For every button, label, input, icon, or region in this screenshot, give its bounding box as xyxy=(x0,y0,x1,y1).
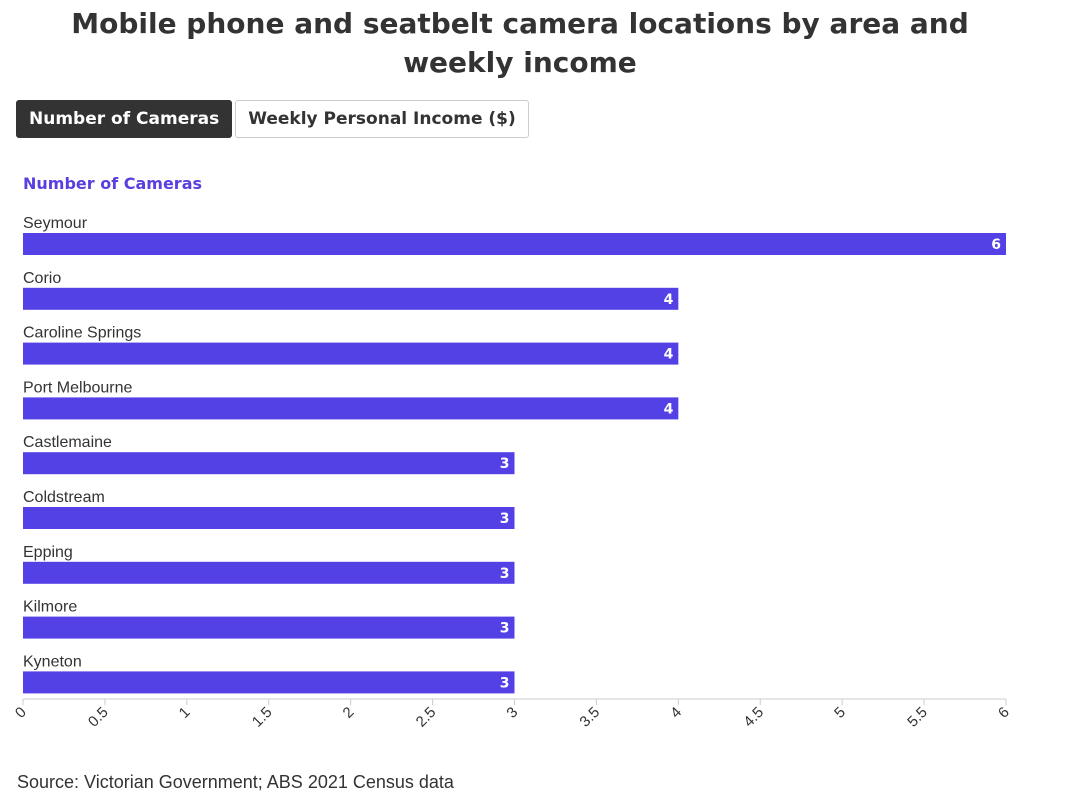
data-label: 4 xyxy=(664,347,674,363)
data-label: 6 xyxy=(991,237,1001,253)
category-label: Castlemaine xyxy=(23,434,112,451)
x-tick-label: 2.5 xyxy=(413,704,440,731)
category-label: Epping xyxy=(23,544,73,561)
bar xyxy=(23,287,679,310)
x-tick-label: 2 xyxy=(340,704,358,722)
bar xyxy=(23,616,515,639)
x-tick-label: 5.5 xyxy=(904,704,931,731)
category-label: Port Melbourne xyxy=(23,379,132,396)
category-label: Kilmore xyxy=(23,599,77,616)
view-tabs: Number of Cameras Weekly Personal Income… xyxy=(16,100,529,138)
x-tick-label: 1.5 xyxy=(249,704,276,731)
bar xyxy=(23,397,679,420)
data-label: 3 xyxy=(500,621,510,637)
x-tick-label: 6 xyxy=(995,704,1013,722)
bar xyxy=(23,507,515,529)
x-tick-label: 0 xyxy=(12,704,30,722)
bar xyxy=(23,452,515,475)
category-label: Caroline Springs xyxy=(23,325,141,342)
series-heading: Number of Cameras xyxy=(23,174,203,193)
data-label: 3 xyxy=(500,511,510,527)
category-label: Coldstream xyxy=(23,489,105,506)
x-tick-label: 3 xyxy=(503,704,521,722)
tab-number-of-cameras[interactable]: Number of Cameras xyxy=(16,100,233,138)
tab-weekly-personal-income[interactable]: Weekly Personal Income ($) xyxy=(235,100,529,138)
x-tick-label: 0.5 xyxy=(85,704,112,731)
data-label: 3 xyxy=(500,675,510,691)
category-label: Corio xyxy=(23,270,61,287)
x-tick-label: 3.5 xyxy=(576,704,603,731)
x-tick-label: 4 xyxy=(667,704,685,722)
data-label: 4 xyxy=(664,292,674,308)
data-label: 3 xyxy=(500,566,510,582)
x-tick-label: 5 xyxy=(831,704,849,722)
bar xyxy=(23,233,1006,255)
source-note: Source: Victorian Government; ABS 2021 C… xyxy=(17,772,454,792)
x-tick-label: 4.5 xyxy=(740,704,767,731)
bar xyxy=(23,342,679,365)
data-label: 4 xyxy=(664,401,674,417)
bar xyxy=(23,561,515,584)
chart-title: Mobile phone and seatbelt camera locatio… xyxy=(71,7,969,79)
category-label: Kyneton xyxy=(23,653,82,670)
x-tick-label: 1 xyxy=(176,704,194,722)
bar xyxy=(23,671,515,694)
data-label: 3 xyxy=(500,456,510,472)
category-label: Seymour xyxy=(23,215,88,232)
